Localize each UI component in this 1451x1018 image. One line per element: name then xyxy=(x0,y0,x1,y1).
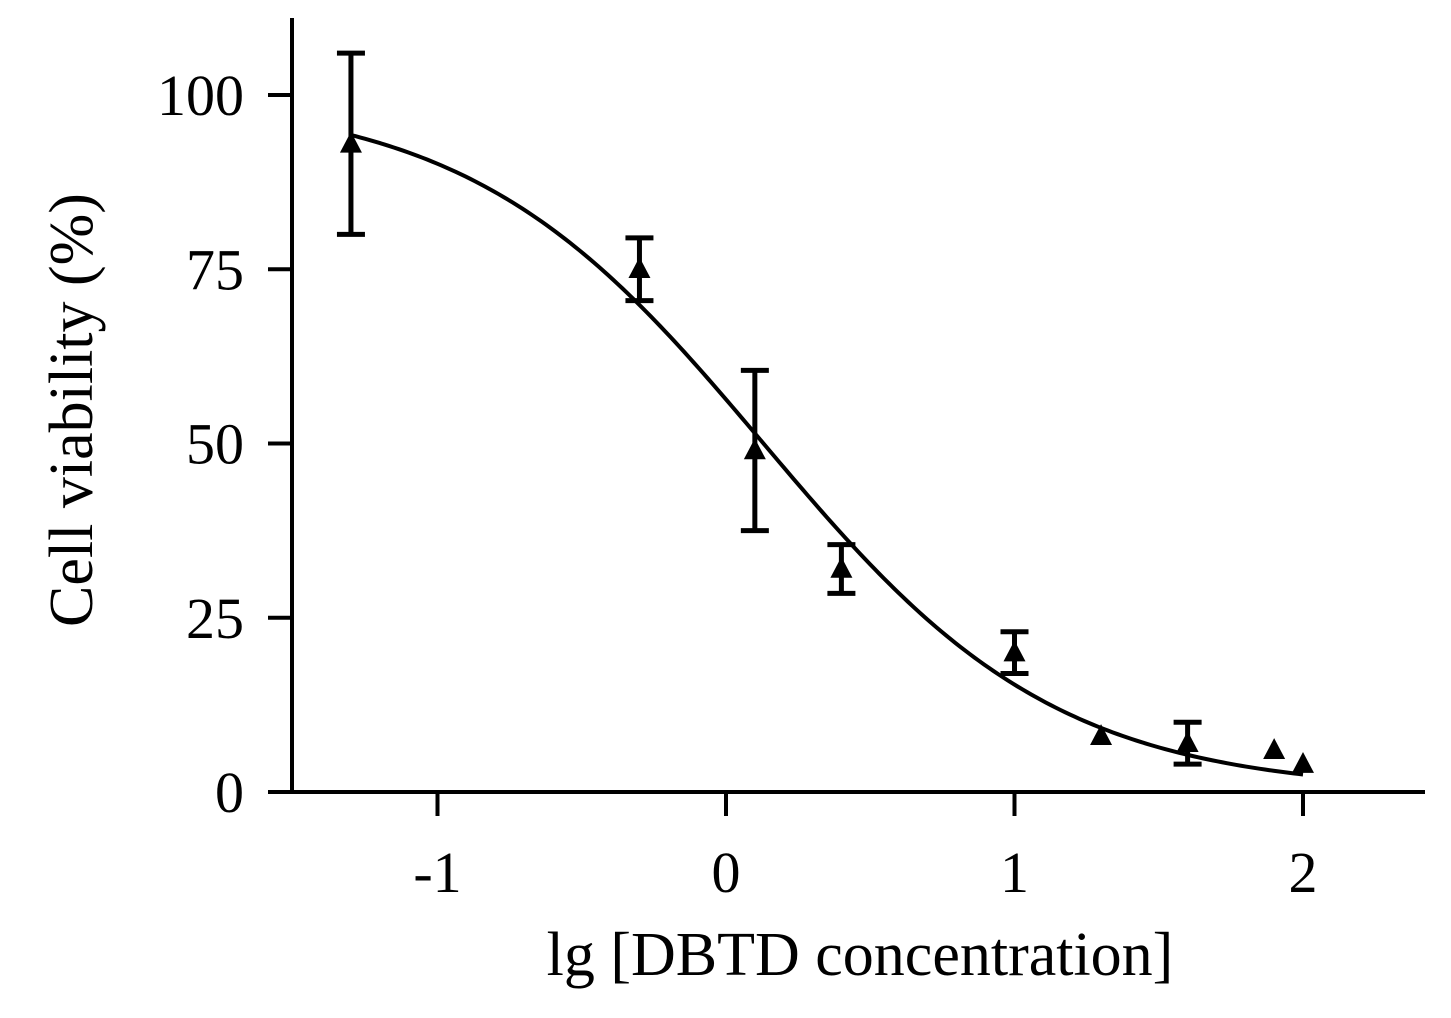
y-tick-label: 75 xyxy=(186,237,244,302)
fit-curve xyxy=(350,133,1304,777)
data-point xyxy=(336,50,365,237)
triangle-marker xyxy=(339,131,362,153)
data-point xyxy=(1000,629,1029,677)
data-point xyxy=(625,235,654,304)
y-tick-label: 25 xyxy=(186,586,244,651)
triangle-marker xyxy=(628,257,651,279)
y-axis-title: Cell viability (%) xyxy=(38,193,106,627)
data-point xyxy=(1173,719,1202,767)
data-point xyxy=(740,367,769,534)
y-tick-label: 100 xyxy=(157,63,244,128)
x-tick-label: 0 xyxy=(712,840,741,905)
x-axis-title: lg [DBTD concentration] xyxy=(547,921,1174,989)
data-point xyxy=(1263,738,1286,759)
triangle-marker xyxy=(1292,752,1314,773)
triangle-marker xyxy=(1003,640,1026,662)
x-tick-label: 1 xyxy=(1000,840,1029,905)
triangle-marker xyxy=(743,438,766,460)
x-tick-label: -1 xyxy=(413,840,461,905)
triangle-marker xyxy=(1176,731,1199,753)
x-tick-label: 2 xyxy=(1289,840,1318,905)
data-point xyxy=(827,542,856,596)
data-point xyxy=(1090,724,1113,746)
axes: 0 25 50 75 100 -1 0 1 2 xyxy=(157,18,1425,905)
data-points-layer xyxy=(336,50,1314,773)
triangle-marker xyxy=(1263,738,1286,759)
labels-layer: lg [DBTD concentration] Cell viability (… xyxy=(38,193,1173,989)
triangle-marker xyxy=(830,556,853,578)
fit-curve-layer xyxy=(350,133,1304,777)
data-point xyxy=(1292,752,1314,773)
y-tick-label: 50 xyxy=(186,412,244,477)
triangle-marker xyxy=(1090,724,1113,746)
y-tick-label: 0 xyxy=(215,760,244,825)
